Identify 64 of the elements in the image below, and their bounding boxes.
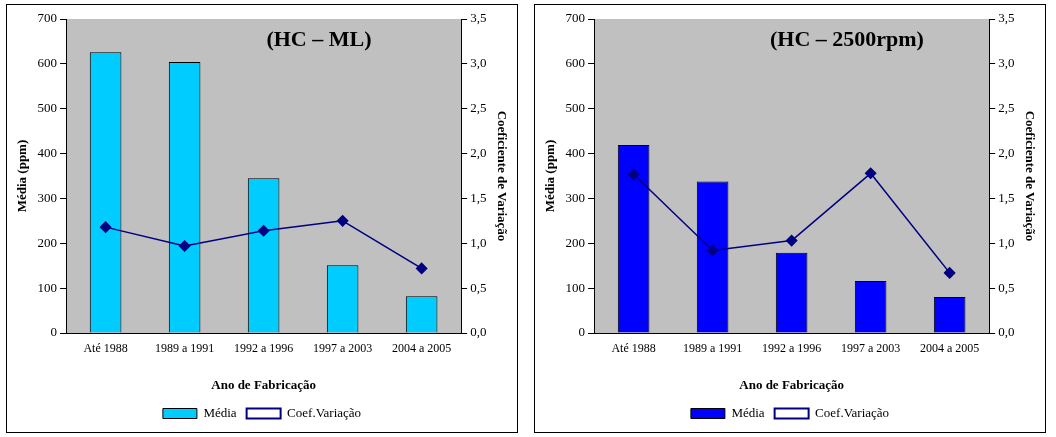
x-tick-label: 1989 a 1991 bbox=[682, 341, 743, 356]
x-tick-label: 1997 a 2003 bbox=[312, 341, 373, 356]
x-tick-label: 1989 a 1991 bbox=[154, 341, 215, 356]
x-tick-label: 2004 a 2005 bbox=[919, 341, 980, 356]
y-tick-label: 500 bbox=[37, 100, 58, 116]
y2-tick-label: 1,5 bbox=[470, 189, 487, 205]
x-axis-title: Ano de Fabricação bbox=[211, 376, 316, 392]
x-tick-label: 1992 a 1996 bbox=[233, 341, 294, 356]
y-tick-label: 100 bbox=[565, 279, 586, 295]
y2-tick-label: 2,5 bbox=[470, 100, 487, 116]
y-tick-label: 0 bbox=[50, 324, 58, 340]
x-tick-label: Até 1988 bbox=[83, 341, 128, 356]
legend-label: Coef.Variação bbox=[287, 404, 362, 420]
x-tick-label: Até 1988 bbox=[611, 341, 656, 356]
y2-tick-label: 3,5 bbox=[470, 10, 487, 26]
y2-tick-label: 1,5 bbox=[998, 189, 1015, 205]
y-axis-title: Média (ppm) bbox=[14, 139, 30, 213]
point bbox=[99, 221, 112, 233]
point bbox=[706, 244, 719, 257]
point bbox=[627, 168, 640, 180]
y-tick-label: 200 bbox=[565, 234, 586, 250]
chart-title: (HC – ML) bbox=[266, 25, 372, 51]
legend-label: Média bbox=[203, 404, 237, 420]
y2-tick-label: 1,0 bbox=[470, 234, 487, 250]
point bbox=[785, 234, 798, 247]
x-axis-title: Ano de Fabricação bbox=[739, 376, 844, 392]
y-axis-title: Média (ppm) bbox=[542, 139, 558, 213]
x-tick-label: 2004 a 2005 bbox=[391, 341, 452, 356]
point bbox=[415, 262, 428, 275]
legend-label: Coef.Variação bbox=[815, 404, 890, 420]
x-tick-label: 1992 a 1996 bbox=[761, 341, 822, 356]
legend-label: Média bbox=[731, 404, 765, 420]
y2-tick-label: 0,5 bbox=[470, 279, 487, 295]
y2-tick-label: 0,5 bbox=[998, 279, 1015, 295]
y2-tick-label: 1,0 bbox=[998, 234, 1015, 250]
y2-tick-label: 0,0 bbox=[470, 324, 487, 340]
point bbox=[336, 215, 349, 227]
point bbox=[943, 267, 956, 279]
y2-axis-title: Coeficiente de Variação bbox=[494, 110, 510, 242]
y2-axis-title: Coeficiente de Variação bbox=[1022, 110, 1038, 242]
y2-tick-label: 3,5 bbox=[998, 10, 1015, 26]
y-tick-label: 700 bbox=[37, 10, 58, 26]
y2-tick-label: 2,0 bbox=[470, 144, 487, 160]
y-tick-label: 700 bbox=[565, 10, 586, 26]
y-tick-label: 400 bbox=[565, 144, 586, 160]
y2-tick-label: 0,0 bbox=[998, 324, 1015, 340]
chart-title: (HC – 2500rpm) bbox=[769, 25, 924, 51]
y2-tick-label: 3,0 bbox=[470, 55, 487, 71]
y-tick-label: 400 bbox=[37, 144, 58, 160]
y-tick-label: 0 bbox=[578, 324, 586, 340]
y-tick-label: 600 bbox=[565, 55, 586, 71]
y2-tick-label: 2,0 bbox=[998, 144, 1015, 160]
y-tick-label: 100 bbox=[37, 279, 58, 295]
y-tick-label: 600 bbox=[37, 55, 58, 71]
y2-tick-label: 3,0 bbox=[998, 55, 1015, 71]
y-tick-label: 200 bbox=[37, 234, 58, 250]
point bbox=[178, 240, 191, 252]
y-tick-label: 300 bbox=[37, 189, 58, 205]
y-tick-label: 500 bbox=[565, 100, 586, 116]
y2-tick-label: 2,5 bbox=[998, 100, 1015, 116]
y-tick-label: 300 bbox=[565, 189, 586, 205]
point bbox=[864, 167, 877, 180]
x-tick-label: 1997 a 2003 bbox=[840, 341, 901, 356]
point bbox=[257, 224, 270, 237]
